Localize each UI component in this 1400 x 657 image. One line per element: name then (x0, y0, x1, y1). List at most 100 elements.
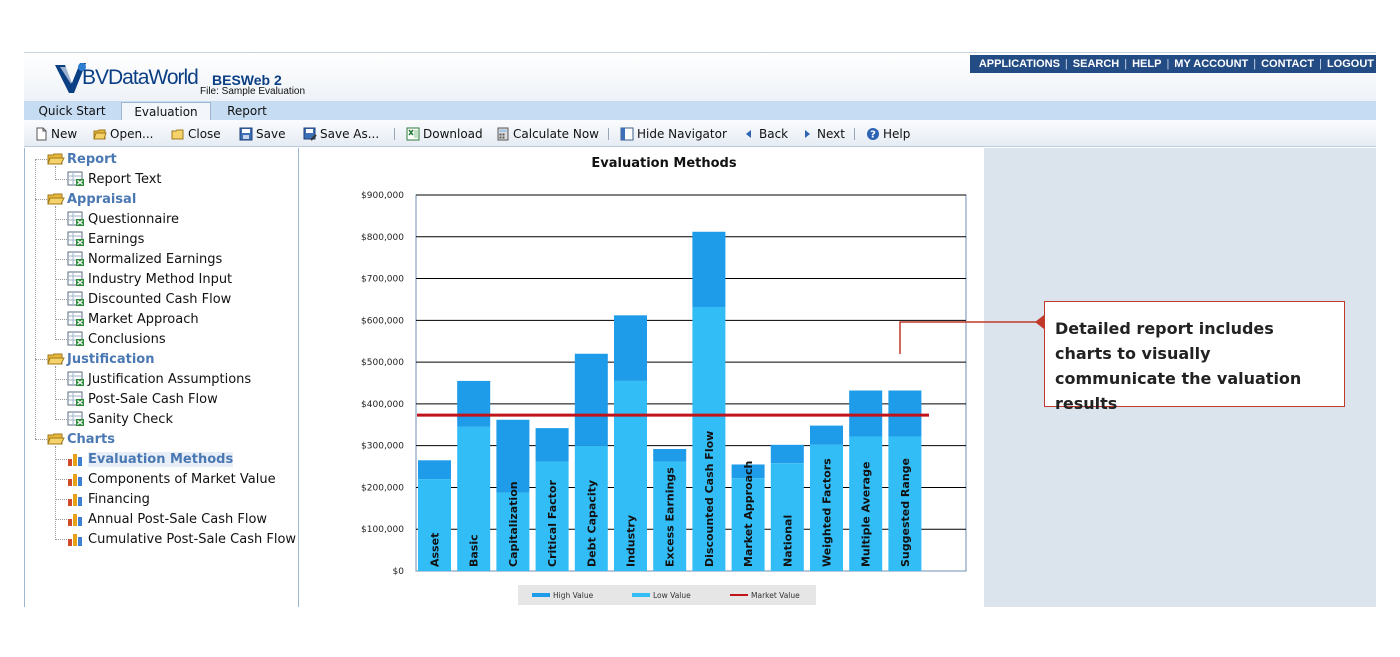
tree-connector (55, 479, 67, 480)
open-folder-icon (47, 193, 65, 205)
tree-item-market-approach[interactable]: Market Approach (67, 310, 199, 328)
tree-item-label: Post-Sale Cash Flow (88, 391, 218, 407)
spreadsheet-icon (67, 171, 84, 186)
tree-folder-report[interactable]: Report (47, 150, 117, 168)
next-button[interactable]: Next (800, 126, 845, 142)
tree-folder-charts[interactable]: Charts (47, 430, 115, 448)
nav-contact-link[interactable]: CONTACT (1261, 58, 1315, 70)
save-button[interactable]: Save (239, 126, 285, 142)
save-as-button[interactable]: Save As... (303, 126, 379, 142)
legend-box (518, 585, 816, 605)
calculate-now-label: Calculate Now (513, 127, 599, 141)
tree-item-label: Annual Post-Sale Cash Flow (88, 511, 268, 527)
tree-item-label: Questionnaire (88, 211, 180, 227)
bar-low-6 (653, 461, 687, 571)
nav-separator: | (1319, 58, 1322, 70)
tab-quick-start[interactable]: Quick Start (38, 104, 106, 118)
bar-high-5 (614, 315, 647, 381)
category-label: Debt Capacity (585, 480, 598, 567)
tree-item-questionnaire[interactable]: Questionnaire (67, 210, 179, 228)
nav-my-account-link[interactable]: MY ACCOUNT (1174, 58, 1249, 70)
tree-item-sanity-check[interactable]: Sanity Check (67, 410, 173, 428)
tree-item-label: Earnings (88, 231, 145, 247)
tree-item-earnings[interactable]: Earnings (67, 230, 144, 248)
toolbar-separator (854, 128, 855, 140)
tab-report[interactable]: Report (227, 104, 267, 118)
tree-connector (55, 299, 67, 300)
tree-item-label: Industry Method Input (88, 271, 233, 287)
tree-item-cumulative-post-sale-cash-flow[interactable]: Cumulative Post-Sale Cash Flow (67, 530, 296, 548)
category-label: Multiple Average (860, 462, 873, 567)
tree-item-industry-method-input[interactable]: Industry Method Input (67, 270, 232, 288)
legend-label: Market Value (751, 591, 800, 600)
top-navigation: APPLICATIONS | SEARCH | HELP | MY ACCOUNT | … (970, 55, 1376, 73)
y-tick-label: $400,000 (361, 400, 404, 410)
chart-area: Evaluation Methods $0 $100,000 $200,000 $300… (299, 148, 984, 607)
close-folder-icon (171, 129, 184, 140)
back-button[interactable]: Back (742, 126, 788, 142)
tree-item-discounted-cash-flow[interactable]: Discounted Cash Flow (67, 290, 231, 308)
bar-high-2 (496, 419, 530, 493)
tab-evaluation[interactable]: Evaluation (121, 102, 211, 120)
new-button[interactable]: New (34, 126, 77, 142)
bar-low-8 (731, 478, 765, 571)
category-label: Industry (625, 515, 638, 567)
bar-low-7 (692, 306, 726, 571)
file-label: File: Sample Evaluation (200, 86, 306, 97)
hide-navigator-label: Hide Navigator (637, 127, 727, 141)
tree-item-normalized-earnings[interactable]: Normalized Earnings (67, 250, 222, 268)
bar-high-12 (888, 390, 922, 437)
nav-search-link[interactable]: SEARCH (1072, 58, 1120, 70)
open-folder-icon (93, 129, 107, 140)
help-button[interactable]: ? Help (866, 126, 910, 142)
calculate-now-button[interactable]: Calculate Now (496, 126, 599, 142)
open-button[interactable]: Open... (93, 126, 154, 142)
tree-item-label: Sanity Check (88, 411, 173, 427)
tree-item-justification-assumptions[interactable]: Justification Assumptions (67, 370, 251, 388)
app-window: BVDataWorld BESWeb 2 File: Sample Evalua… (24, 52, 1376, 607)
spreadsheet-icon (67, 311, 84, 326)
bar-high-4 (574, 353, 608, 446)
tree-item-evaluation-methods[interactable]: Evaluation Methods (67, 450, 234, 468)
tree-item-report-text[interactable]: Report Text (67, 170, 162, 188)
tree-item-financing[interactable]: Financing (67, 490, 150, 508)
nav-applications-link[interactable]: APPLICATIONS (978, 58, 1060, 70)
bar-low-5 (614, 380, 647, 571)
tree-connector (55, 166, 56, 180)
toolbar-separator (394, 128, 395, 140)
tree-connector (55, 339, 67, 340)
tree-folder-justification[interactable]: Justification (47, 350, 154, 368)
tree-item-label: Normalized Earnings (88, 251, 223, 267)
hide-navigator-button[interactable]: Hide Navigator (620, 126, 727, 142)
spreadsheet-icon (67, 331, 84, 346)
toolbar-separator (608, 128, 609, 140)
tree-item-conclusions[interactable]: Conclusions (67, 330, 166, 348)
tree-item-post-sale-cash-flow[interactable]: Post-Sale Cash Flow (67, 390, 218, 408)
close-label: Close (188, 127, 221, 141)
open-label: Open... (110, 127, 154, 141)
download-button[interactable]: Download (406, 126, 483, 142)
nav-logout-link[interactable]: LOGOUT (1326, 58, 1374, 70)
y-tick-label: $100,000 (361, 525, 404, 535)
tree-item-annual-post-sale-cash-flow[interactable]: Annual Post-Sale Cash Flow (67, 510, 267, 528)
bar-low-3 (535, 461, 569, 571)
bar-high-6 (653, 449, 687, 462)
bar-high-1 (457, 380, 491, 427)
nav-separator: | (1064, 58, 1068, 70)
chart-title: Evaluation Methods (591, 156, 736, 171)
tree-item-components-of-market-value[interactable]: Components of Market Value (67, 470, 276, 488)
nav-help-link[interactable]: HELP (1132, 58, 1162, 70)
app-header: BVDataWorld BESWeb 2 File: Sample Evalua… (24, 53, 1376, 101)
tree-connector (35, 199, 49, 200)
tree-connector (55, 539, 67, 540)
close-button[interactable]: Close (171, 126, 221, 142)
tree-connector (55, 379, 67, 380)
bar-high-10 (810, 425, 843, 445)
category-label: National (781, 515, 794, 567)
bar-low-2 (496, 492, 530, 571)
tree-folder-label: Justification (67, 351, 155, 367)
new-document-icon (36, 127, 47, 141)
tree-connector (55, 366, 56, 420)
tree-folder-appraisal[interactable]: Appraisal (47, 190, 136, 208)
tree-item-label: Justification Assumptions (88, 371, 252, 387)
